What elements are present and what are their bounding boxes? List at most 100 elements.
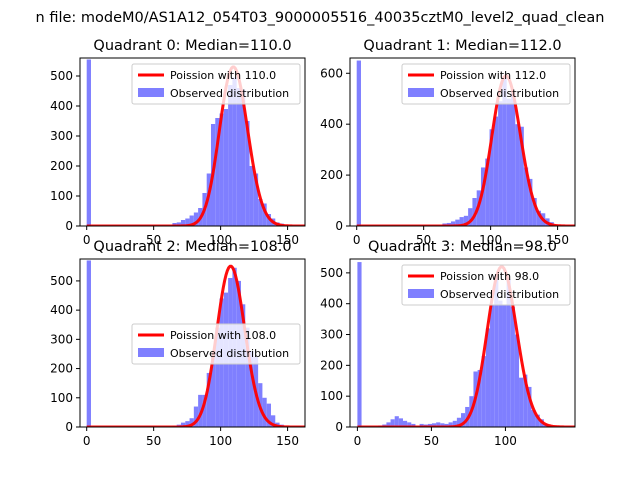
figure-suptitle: n file: modeM0/AS1A12_054T03_9000005516_… [35,10,605,26]
x-tick-label: 50 [146,233,161,247]
histogram-bar [485,158,490,226]
y-tick-label: 200 [320,168,343,182]
y-tick-label: 300 [320,328,343,342]
legend-entry-label: Observed distribution [440,87,559,100]
histogram-bar [528,178,533,226]
y-tick-label: 500 [320,266,343,280]
histogram-bar [489,129,494,226]
legend-entry-label: Poission with 98.0 [440,270,539,283]
subplot-2: Quadrant 2: Median=108.0 0 50 100 150 0 100 200… [50,239,306,448]
histogram-bar [519,377,524,427]
histogram-bar [357,262,362,427]
histogram-bar [407,422,412,427]
legend-box [401,63,571,105]
histogram-bar [502,77,507,226]
x-tick-label: 0 [83,233,91,247]
histogram-bar [236,88,241,226]
histogram-bar [498,101,503,226]
y-tick-label: 400 [320,297,343,311]
histogram-bar [519,126,524,226]
histogram-bar [262,397,267,427]
histogram-bar [206,372,211,427]
histogram-bar [448,422,453,427]
histogram-bar [189,215,194,226]
histogram-bar [176,222,181,226]
histogram-bar [228,85,233,226]
histogram-bar [531,410,536,427]
plot-area [356,60,575,226]
legend-entry-label: Poission with 110.0 [170,69,276,82]
histogram-bar [502,305,507,427]
x-tick-label: 50 [146,434,161,448]
histogram-bar [456,417,462,427]
legend-bar-swatch [138,88,164,97]
axes-frame [79,258,306,428]
histogram-bar [468,208,473,226]
x-tick-label: 50 [416,233,431,247]
x-tick-label: 150 [276,233,299,247]
histogram-bar [494,275,499,427]
histogram-bar [245,327,250,427]
histogram-bar [459,217,464,226]
histogram-bar [523,167,529,226]
histogram-bar [253,173,259,226]
histogram-bar [210,356,216,427]
legend-box [131,63,301,105]
histogram-bar [498,300,503,427]
x-tick-label: 100 [209,434,232,448]
histogram-bar [510,306,515,427]
y-tick-label: 400 [320,117,343,131]
histogram-bar [386,422,391,427]
histogram-bar [249,351,254,427]
histogram-bar [245,121,250,226]
x-tick-label: 0 [354,434,362,448]
histogram-bar [356,60,361,226]
histogram-bar [86,59,91,226]
legend: Poission with 110.0 Observed distribution [131,63,301,105]
histogram-bar [240,304,246,427]
subplot-0: Quadrant 0: Median=110.0 0 50 100 150 0 100 200… [50,38,306,247]
histogram-bar [472,198,477,226]
histogram-bar [452,420,457,427]
legend: Poission with 108.0 Observed distribution [131,323,301,365]
y-tick-label: 0 [65,219,73,233]
histogram-bar [436,422,441,427]
axes-frame [349,258,576,428]
histogram-bar [394,416,399,427]
y-tick-label: 400 [50,303,73,317]
histogram-bar [493,116,499,226]
histogram-bar [485,328,491,427]
histogram-bar [193,406,199,427]
histogram-bar [270,415,276,427]
histogram-bar [455,219,460,226]
histogram-bar [185,218,190,226]
histogram-bar [185,421,190,427]
histogram-bar [398,418,403,427]
histogram-bar [223,109,229,226]
histogram-bar [258,199,263,226]
histogram-bar [450,221,456,226]
legend: Poission with 98.0 Observed distribution [401,264,571,306]
histogram-bar [219,113,224,226]
plot-area [86,59,305,226]
subplot-3: Quadrant 3: Median=98.0 0 50 100 0 100 200 300 4… [320,239,576,448]
y-tick-label: 500 [50,69,73,83]
poisson-fit-line [356,74,575,226]
poisson-fit-line [86,65,305,226]
poisson-fit-line [86,264,305,427]
x-tick-label: 150 [546,233,569,247]
histogram-bar [249,166,254,226]
legend-bar-swatch [138,348,164,357]
histogram-bar [490,305,495,427]
histogram-bar [506,98,511,226]
x-tick-label: 100 [209,233,232,247]
poisson-fit-line [357,265,575,427]
y-tick-label: 500 [50,274,73,288]
histogram-bar [262,203,267,226]
histogram-bar [477,369,482,427]
histogram-bar [440,423,445,427]
histogram-bar [532,198,537,226]
histogram-bar [215,327,220,427]
